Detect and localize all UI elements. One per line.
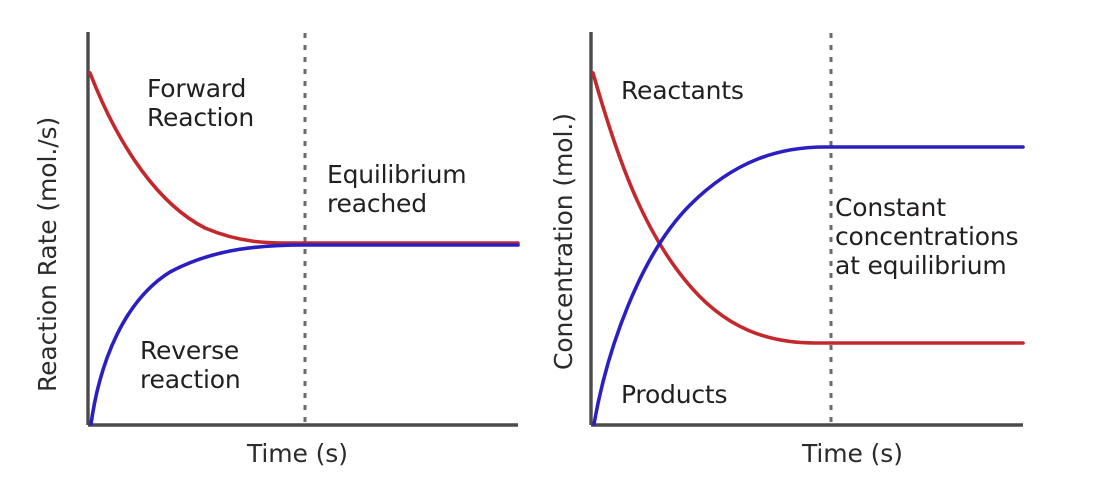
concentration-plot-area	[589, 32, 1025, 427]
reaction-rate-plot-area	[86, 32, 520, 427]
reverse-reaction-annotation: Reverse reaction	[140, 336, 241, 394]
products-annotation: Products	[621, 380, 728, 409]
concentration-chart: Concentration (mol.) Time (s) Reactants …	[545, 0, 1118, 485]
y-axis-label-reaction-rate: Reaction Rate (mol./s)	[33, 116, 62, 392]
products-curve	[592, 145, 1025, 426]
reactants-curve	[591, 71, 1025, 345]
equilibrium-reached-annotation: Equilibrium reached	[327, 160, 467, 218]
reactants-annotation: Reactants	[621, 76, 744, 105]
reaction-rate-chart: Reaction Rate (mol./s) Time (s) Forward …	[0, 0, 545, 485]
forward-reaction-annotation: Forward Reaction	[147, 74, 254, 132]
x-axis-label-time: Time (s)	[802, 439, 903, 468]
reverse-reaction-curve	[89, 243, 520, 426]
forward-reaction-curve	[88, 71, 520, 245]
y-axis-label-concentration: Concentration (mol.)	[549, 113, 578, 370]
constant-concentrations-annotation: Constant concentrations at equilibrium	[835, 193, 1019, 280]
x-axis-label-time: Time (s)	[247, 439, 348, 468]
